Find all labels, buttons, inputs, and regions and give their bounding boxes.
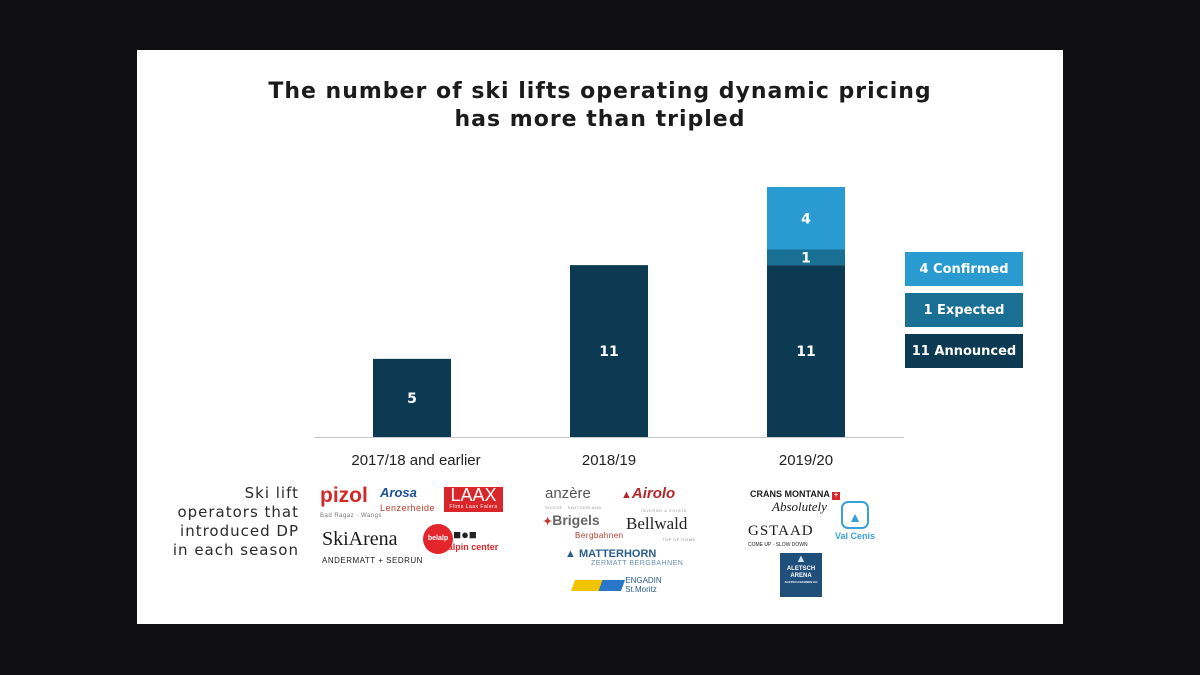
cow-icon: ■●■ bbox=[453, 527, 477, 542]
logo-pizol: pizol Bad Ragaz · Wangs bbox=[320, 484, 382, 526]
logo-skiarena-sub: ANDERMATT + SEDRUN bbox=[322, 556, 423, 565]
data-label-confirmed-2: 4 bbox=[801, 211, 811, 227]
swiss-flag-icon: + bbox=[832, 492, 841, 500]
logo-engadin: ENGADIN St.Moritz bbox=[570, 576, 662, 594]
mountain-icon: ▲ bbox=[621, 489, 632, 501]
logo-aletsch-arena: ▲ ALETSCH ARENA ALETSCH BAHNEN AG bbox=[780, 553, 822, 597]
bar-announced-1 bbox=[570, 265, 648, 437]
logo-crans-montana-name: CRANS MONTANA bbox=[750, 489, 830, 499]
data-label-announced-2: 11 bbox=[796, 344, 815, 360]
chart-title: The number of ski lifts operating dynami… bbox=[137, 78, 1063, 134]
aletsch-mountain-icon: ▲ bbox=[795, 553, 807, 565]
logo-anzere-sub: SUISSE · SWITZERLAND bbox=[545, 505, 602, 510]
bar-announced-0 bbox=[373, 358, 451, 437]
logo-anzere: anzère SUISSE · SWITZERLAND bbox=[545, 485, 602, 515]
logo-laax: LAAX Flims Laax Falera bbox=[444, 485, 503, 512]
data-label-announced-0: 5 bbox=[407, 391, 417, 407]
slide: The number of ski lifts operating dynami… bbox=[137, 50, 1063, 624]
engadin-sun-icon bbox=[570, 579, 626, 591]
logo-belalp-name: belalp bbox=[427, 535, 449, 542]
title-line-1: The number of ski lifts operating dynami… bbox=[268, 79, 932, 104]
logo-belalp: belalp bbox=[423, 524, 453, 554]
logo-anzere-name: anzère bbox=[545, 485, 591, 502]
side-note: Ski lift operators that introduced DP in… bbox=[155, 484, 299, 560]
logo-brigels-sub: Bergbahnen bbox=[575, 531, 624, 540]
logo-brigels-name: Brigels bbox=[552, 512, 600, 528]
bar-announced-2 bbox=[767, 265, 845, 437]
leaf-icon: ✦ bbox=[543, 516, 553, 528]
logo-laax-name: LAAX bbox=[450, 485, 497, 505]
logo-pizol-name: pizol bbox=[320, 484, 368, 507]
bar-expected-2 bbox=[767, 249, 845, 266]
logo-bellwald: Bellwald TOP OF GOMS bbox=[626, 514, 696, 548]
logo-skiarena: SkiArena ANDERMATT + SEDRUN bbox=[322, 529, 423, 571]
logo-laax-sub: Flims Laax Falera bbox=[449, 504, 498, 510]
logo-airolo-name: Airolo bbox=[631, 485, 676, 502]
x-tick-label-2: 2019/20 bbox=[779, 452, 833, 469]
logo-matterhorn-name: MATTERHORN bbox=[578, 548, 657, 560]
logo-val-cenis: ▲ Val Cenis bbox=[831, 501, 879, 541]
logo-matterhorn: ▲ MATTERHORN ZERMATT BERGBAHNEN bbox=[565, 549, 683, 569]
logo-arosa: Arosa Lenzerheide bbox=[380, 486, 435, 515]
x-tick-label-0: 2017/18 and earlier bbox=[351, 452, 480, 469]
side-note-line-2: operators that bbox=[177, 503, 299, 521]
logo-bellwald-name: Bellwald bbox=[626, 514, 688, 533]
logo-crans-montana: CRANS MONTANA + Absolutely bbox=[750, 489, 841, 514]
x-tick-label-1: 2018/19 bbox=[582, 452, 636, 469]
bar-confirmed-2 bbox=[767, 187, 845, 250]
logo-gstaad-name: GSTAAD bbox=[748, 523, 814, 539]
logo-aletsch-arena-sub: ALETSCH BAHNEN AG bbox=[784, 580, 818, 584]
logo-matterhorn-sub: ZERMATT BERGBAHNEN bbox=[591, 560, 684, 567]
legend-announced: 11 Announced bbox=[905, 334, 1023, 368]
logo-alpincenter-name: alpin center bbox=[447, 542, 499, 552]
legend-expected: 1 Expected bbox=[905, 293, 1023, 327]
side-note-line-3: introduced DP bbox=[180, 522, 299, 540]
logo-airolo: ▲Airolo INVERNO & ESTATE bbox=[621, 486, 687, 518]
logo-brigels: ✦Brigels Bergbahnen bbox=[543, 513, 624, 543]
logo-val-cenis-name: Val Cenis bbox=[834, 531, 876, 541]
data-label-announced-1: 11 bbox=[599, 344, 618, 360]
title-line-2: has more than tripled bbox=[454, 107, 746, 132]
logo-arosa-sub: Lenzerheide bbox=[380, 503, 436, 513]
logo-gstaad: GSTAAD COME UP · SLOW DOWN bbox=[748, 524, 814, 552]
val-cenis-mountain-icon: ▲ bbox=[841, 501, 869, 529]
logo-engadin-sub: St.Moritz bbox=[625, 585, 657, 594]
data-label-expected-2: 1 bbox=[801, 250, 811, 266]
logo-gstaad-sub: COME UP · SLOW DOWN bbox=[748, 542, 808, 548]
logo-airolo-sub: INVERNO & ESTATE bbox=[641, 508, 688, 513]
side-note-line-1: Ski lift bbox=[244, 484, 299, 502]
logo-alpincenter: ■●■ alpin center bbox=[437, 527, 499, 553]
matterhorn-peak-icon: ▲ bbox=[565, 548, 576, 560]
logo-bellwald-sub: TOP OF GOMS bbox=[662, 537, 696, 542]
side-note-line-4: in each season bbox=[172, 541, 299, 559]
logo-crans-montana-sub: Absolutely bbox=[772, 499, 827, 514]
logo-pizol-sub: Bad Ragaz · Wangs bbox=[320, 513, 382, 519]
logo-engadin-name: ENGADIN bbox=[625, 576, 662, 585]
logo-arosa-name: Arosa bbox=[380, 485, 417, 500]
logo-skiarena-name: SkiArena bbox=[322, 528, 398, 550]
logo-aletsch-arena-name: ALETSCH ARENA bbox=[786, 566, 816, 579]
legend-confirmed: 4 Confirmed bbox=[905, 252, 1023, 286]
